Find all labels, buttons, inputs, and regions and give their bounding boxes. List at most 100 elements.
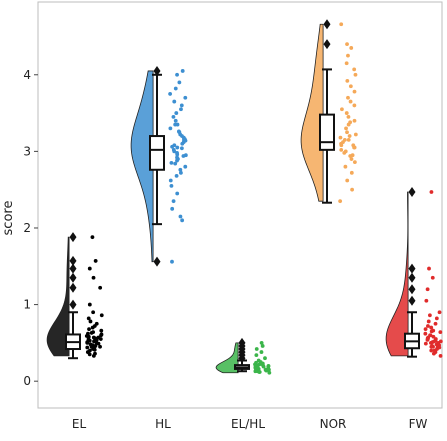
y-tick-label: 0 — [23, 374, 31, 388]
cloud-EL — [46, 236, 70, 357]
rain-point — [169, 183, 174, 188]
cloud-EL/HL — [215, 342, 239, 374]
rain-point — [86, 331, 90, 336]
outlier-marker — [408, 272, 416, 283]
rain-point — [346, 95, 350, 100]
rain-point — [254, 347, 259, 351]
rain-point — [352, 89, 357, 94]
plot-frame — [37, 1, 443, 409]
rain-point — [91, 335, 96, 340]
rain-point — [183, 164, 188, 169]
rain-point — [91, 310, 96, 315]
cloud-NOR — [300, 23, 324, 202]
x-tick-label: FW — [409, 417, 428, 431]
rain-point — [346, 137, 351, 142]
outlier-marker — [153, 256, 161, 267]
rain-point — [427, 313, 432, 318]
rain-point — [434, 316, 439, 321]
outlier-marker — [69, 272, 77, 283]
rain-point — [347, 134, 352, 138]
rain-point — [343, 149, 348, 154]
rain-point — [429, 190, 434, 194]
rain-point — [350, 187, 354, 192]
rain-point — [92, 347, 97, 352]
rain-point — [179, 107, 183, 112]
rain-point — [345, 79, 350, 83]
rain-point — [87, 266, 92, 271]
rain-point — [171, 199, 176, 204]
rain-point — [352, 118, 357, 123]
outlier-marker — [323, 39, 331, 50]
rain-point — [432, 339, 436, 344]
rain-point — [352, 67, 357, 72]
rain-point — [344, 61, 349, 66]
rain-point — [265, 367, 270, 372]
rain-point — [345, 130, 349, 135]
rain-point — [349, 170, 354, 175]
rain-point — [178, 214, 183, 219]
x-tick-label: NOR — [320, 417, 347, 431]
outlier-marker — [408, 186, 416, 197]
rain-point — [89, 344, 94, 349]
rain-point — [175, 191, 180, 196]
rain-point — [180, 69, 185, 73]
rain-point — [436, 340, 441, 345]
rain-point — [183, 153, 188, 158]
x-tick-label: EL/HL — [231, 417, 265, 431]
rain-point — [352, 160, 357, 165]
rain-point — [349, 46, 354, 50]
rain-point — [429, 348, 434, 353]
rain-point — [425, 337, 430, 341]
rain-point — [179, 103, 184, 108]
rain-point — [428, 333, 433, 338]
boxplots — [65, 19, 420, 373]
rain-point — [345, 42, 349, 47]
x-tick-label: HL — [155, 417, 171, 431]
rain-point — [348, 120, 353, 125]
outlier-marker — [323, 19, 331, 30]
rain-point — [259, 340, 264, 345]
rain-point — [339, 22, 344, 27]
outlier-marker — [238, 337, 246, 348]
rain-point — [99, 328, 104, 333]
rain-point — [179, 170, 183, 175]
rain-point — [175, 72, 179, 77]
outlier-marker — [408, 284, 416, 295]
rain-point — [338, 135, 343, 140]
rain-point — [90, 235, 95, 240]
rain-point — [174, 173, 179, 178]
rain-point — [177, 80, 182, 85]
rain-point — [173, 161, 178, 166]
rain-point — [344, 111, 349, 115]
rain-point — [99, 332, 104, 337]
rain-point — [173, 118, 178, 123]
rain-point — [88, 319, 93, 324]
rain-point — [173, 86, 178, 91]
rain-point — [437, 310, 442, 315]
outlier-marker — [408, 295, 416, 306]
rain-point — [353, 132, 358, 137]
rain-point — [426, 319, 431, 324]
rain-point — [182, 137, 186, 142]
rain-point — [427, 266, 431, 271]
rain-point — [91, 275, 96, 280]
rain-point — [425, 287, 430, 292]
rain-point — [423, 327, 428, 331]
rain-point — [257, 370, 262, 374]
rain-point — [177, 130, 182, 135]
rain-point — [263, 356, 267, 361]
rain-point — [350, 153, 355, 158]
outlier-marker — [153, 65, 161, 76]
rain-point — [87, 352, 92, 357]
y-tick-label: 1 — [23, 298, 31, 312]
rain-point — [340, 107, 344, 112]
rain-point — [353, 72, 358, 77]
rain-point — [267, 370, 272, 375]
rain-point — [346, 115, 351, 119]
rain-point — [429, 329, 434, 334]
rain-point — [94, 321, 99, 326]
y-tick-label: 2 — [23, 221, 31, 235]
rain-point — [342, 137, 347, 142]
rain-point — [346, 53, 350, 58]
rain-point — [171, 115, 176, 119]
